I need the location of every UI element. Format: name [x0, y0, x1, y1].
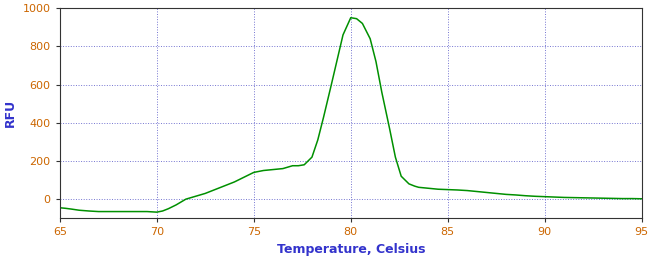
- X-axis label: Temperature, Celsius: Temperature, Celsius: [276, 243, 425, 256]
- Y-axis label: RFU: RFU: [4, 99, 17, 127]
